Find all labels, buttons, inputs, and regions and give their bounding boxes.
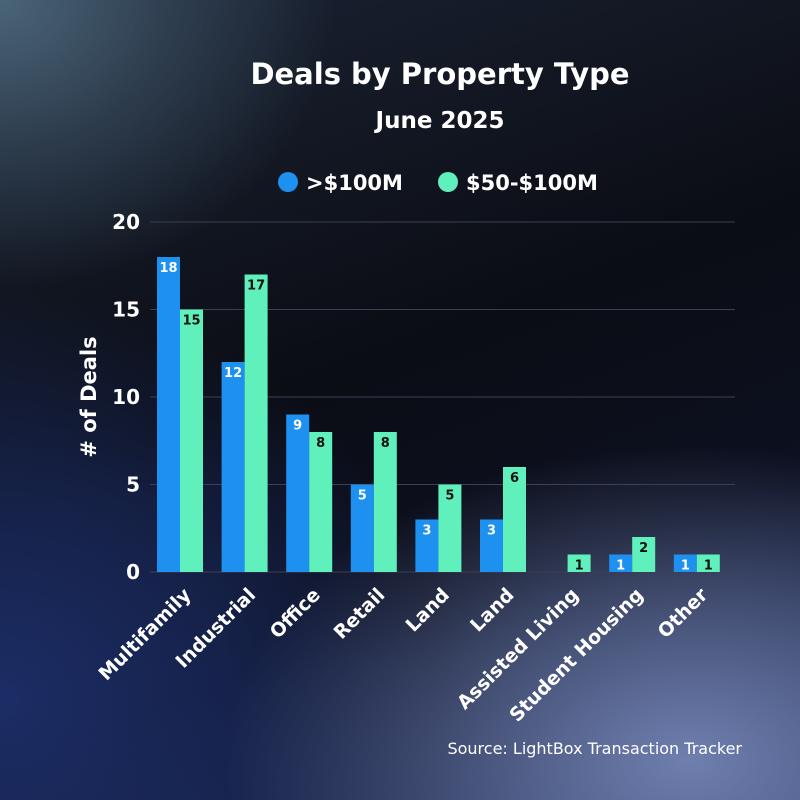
x-tick-label: Land bbox=[466, 584, 518, 636]
data-label: 1 bbox=[575, 559, 584, 574]
bar-series-2 bbox=[503, 467, 526, 572]
bar-series-2 bbox=[180, 309, 203, 572]
x-tick-label: Assisted Living bbox=[453, 584, 583, 714]
y-tick-label: 0 bbox=[126, 560, 140, 584]
data-label: 15 bbox=[182, 314, 200, 329]
y-tick-label: 15 bbox=[112, 298, 140, 322]
legend: >$100M $50-$100M bbox=[278, 171, 598, 195]
bar-series-2 bbox=[438, 484, 462, 572]
data-label: 12 bbox=[224, 366, 242, 381]
legend-label-series-1: >$100M bbox=[306, 171, 403, 195]
data-label: 1 bbox=[704, 559, 713, 574]
bar-series-1 bbox=[157, 257, 180, 572]
data-label: 8 bbox=[381, 436, 390, 451]
bar-series-2 bbox=[244, 274, 268, 572]
y-axis-label: # of Deals bbox=[77, 336, 101, 457]
chart-subtitle: June 2025 bbox=[374, 108, 505, 134]
data-label: 5 bbox=[445, 489, 454, 504]
data-label: 3 bbox=[487, 524, 496, 539]
data-label: 5 bbox=[358, 489, 367, 504]
data-label: 1 bbox=[681, 559, 690, 574]
bar-series-1 bbox=[415, 519, 439, 572]
bar-series-1 bbox=[480, 519, 503, 572]
bar-series-1 bbox=[286, 414, 310, 572]
chart-title: Deals by Property Type bbox=[250, 57, 629, 91]
bar-series-1 bbox=[673, 554, 697, 572]
bar-series-2 bbox=[567, 554, 591, 572]
legend-label-series-2: $50-$100M bbox=[466, 171, 598, 195]
data-label: 8 bbox=[316, 436, 325, 451]
bar-series-2 bbox=[309, 432, 333, 572]
data-label: 9 bbox=[293, 419, 302, 434]
bars bbox=[157, 257, 720, 572]
y-tick-label: 20 bbox=[112, 210, 140, 234]
y-tick-label: 5 bbox=[126, 473, 140, 497]
data-label: 18 bbox=[159, 261, 177, 276]
x-tick-label: Retail bbox=[330, 584, 390, 644]
bar-series-2 bbox=[632, 537, 656, 572]
y-axis-ticks: 0 5 10 15 20 bbox=[112, 210, 140, 584]
x-tick-label: Land bbox=[402, 584, 454, 636]
data-label: 3 bbox=[422, 524, 431, 539]
source-note: Source: LightBox Transaction Tracker bbox=[447, 739, 742, 758]
bar-series-2 bbox=[373, 432, 397, 572]
legend-marker-series-2 bbox=[438, 172, 458, 192]
data-label: 17 bbox=[247, 279, 265, 294]
x-tick-label: Other bbox=[654, 584, 713, 643]
y-tick-label: 10 bbox=[112, 385, 140, 409]
bar-series-1 bbox=[221, 362, 245, 572]
data-label: 1 bbox=[616, 559, 625, 574]
data-label: 2 bbox=[639, 541, 648, 556]
bar-series-2 bbox=[696, 554, 720, 572]
bar-series-1 bbox=[609, 554, 633, 572]
x-tick-label: Office bbox=[266, 584, 325, 643]
legend-marker-series-1 bbox=[278, 172, 298, 192]
x-tick-label: Multifamily bbox=[95, 584, 196, 685]
data-label: 6 bbox=[510, 471, 519, 486]
bar-series-1 bbox=[350, 484, 374, 572]
